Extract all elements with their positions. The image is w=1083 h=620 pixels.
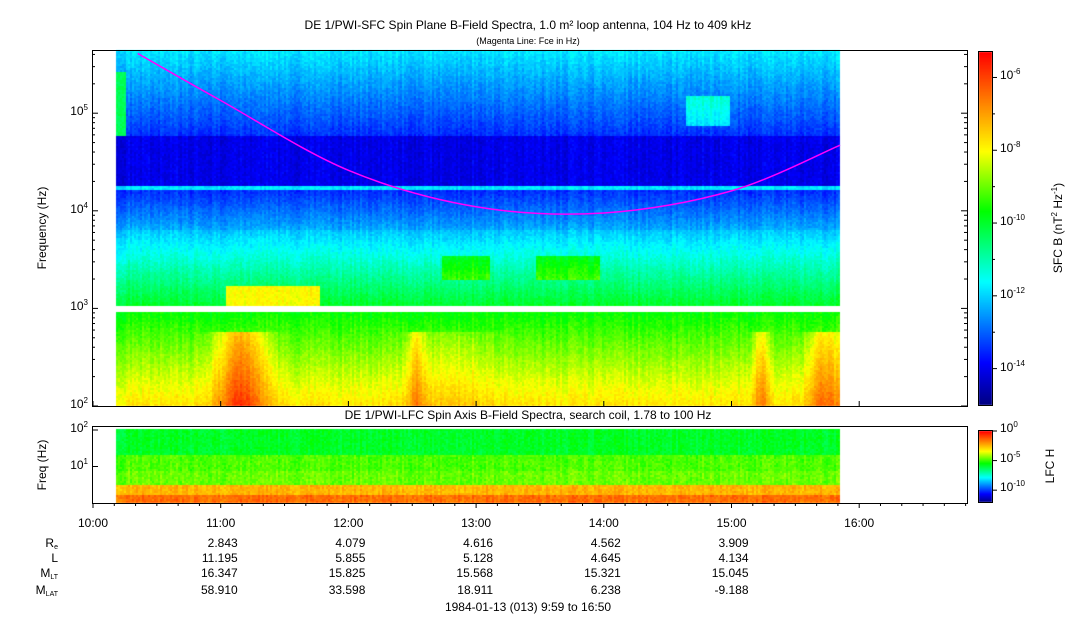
lfc-colorbar-label: LFC H [1043,448,1057,484]
ephemeris-value: 5.128 [463,551,494,565]
ephemeris-value: 18.911 [457,583,494,597]
colorbar-tick-label: 10-14 [1000,358,1025,374]
ephemeris-value: 4.645 [590,551,621,565]
lfc-ylabel: Freq (Hz) [35,439,49,491]
ephemeris-value: 4.134 [718,551,749,565]
colorbar-tick-label: 10-10 [1000,213,1025,229]
ephemeris-value: 15.568 [456,566,494,580]
sfc-title: DE 1/PWI-SFC Spin Plane B-Field Spectra,… [304,18,752,32]
ephemeris-label: MLAT [35,583,58,598]
ephemeris-value: 2.843 [207,536,238,550]
colorbar-tick-label: 10-12 [1000,285,1025,301]
ephemeris-value: 58.910 [200,583,238,597]
ephemeris-value: 4.616 [463,536,494,550]
lfc-plot-frame [92,426,968,504]
ephemeris-value: 15.825 [328,566,366,580]
fce-line [137,52,841,215]
time-tick-label: 16:00 [844,516,875,530]
ephemeris-value: 15.045 [711,566,749,580]
lfc-y-tick-label: 101 [70,456,88,472]
lfc-colorbar-tick-label: 100 [1000,420,1018,436]
y-tick-label: 104 [70,200,88,216]
lfc-colorbar-tick-label: 10-10 [1000,479,1025,495]
ephemeris-label: Re [45,536,58,551]
ephemeris-value: 4.079 [335,536,366,550]
y-tick-label: 103 [70,298,88,314]
date-range: 1984-01-13 (013) 9:59 to 16:50 [444,600,612,614]
ephemeris-value: 33.598 [328,583,366,597]
ephemeris-label: MLT [40,566,58,581]
y-tick-label: 105 [70,103,88,119]
ephemeris-value: 11.195 [201,551,238,565]
colorbar-tick-label: 10-8 [1000,140,1021,156]
sfc-colorbar-label: SFC B (nT2 Hz-1) [1050,182,1065,274]
time-tick-label: 14:00 [588,516,619,530]
lfc-colorbar-tick-label: 10-5 [1000,449,1021,465]
time-tick-label: 11:00 [206,516,236,530]
ephemeris-label: L [51,551,58,565]
lfc-y-tick-label: 102 [70,420,88,436]
time-tick-label: 13:00 [461,516,492,530]
time-tick-label: 12:00 [333,516,364,530]
ephemeris-value: 15.321 [584,566,621,580]
sfc-colorbar-frame [978,51,993,406]
ephemeris-value: 6.238 [590,583,621,597]
sfc-ylabel: Frequency (Hz) [35,186,49,270]
ephemeris-value: -9.188 [714,583,749,597]
time-tick-label: 15:00 [716,516,747,530]
time-tick-label: 10:00 [77,516,109,530]
ephemeris-value: 5.855 [335,551,366,565]
lfc-colorbar-frame [978,430,993,503]
sfc-subtitle: (Magenta Line: Fce in Hz) [476,36,580,46]
ephemeris-value: 3.909 [718,536,749,550]
ephemeris-value: 4.562 [590,536,621,550]
colorbar-tick-label: 10-6 [1000,67,1021,83]
y-tick-label: 102 [70,396,88,412]
sfc-plot-frame [92,50,968,407]
lfc-title: DE 1/PWI-LFC Spin Axis B-Field Spectra, … [344,408,712,422]
ephemeris-value: 16.347 [200,566,238,580]
